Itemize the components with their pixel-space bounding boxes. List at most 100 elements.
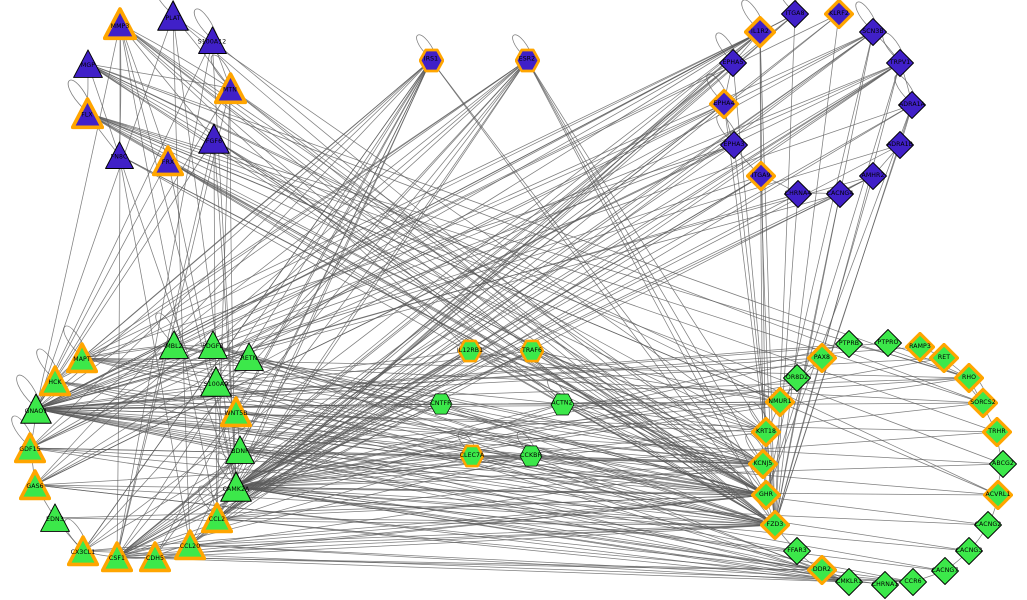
graph-node-fgf6[interactable]: FGF6 — [197, 122, 231, 156]
graph-node-ptprb[interactable]: PTPRB — [834, 329, 864, 359]
graph-node-mbl2[interactable]: MBL2 — [158, 329, 190, 361]
graph-edge — [235, 463, 1004, 488]
graph-edge — [34, 484, 776, 526]
diamond-glyph — [954, 363, 984, 393]
graph-node-acvrl1[interactable]: ACVRL1 — [983, 480, 1013, 510]
graph-node-mgp[interactable]: MGP — [72, 48, 104, 80]
graph-edge — [54, 380, 764, 465]
graph-node-gnao1[interactable]: GNAO1 — [19, 392, 53, 426]
graph-edge — [211, 39, 767, 496]
graph-node-cacng4[interactable]: CACNG4 — [825, 179, 855, 209]
graph-edge — [167, 160, 767, 496]
graph-node-actn2[interactable]: ACTN2 — [550, 392, 575, 417]
graph-node-chrna4[interactable]: CHRNA4 — [783, 179, 813, 209]
graph-node-cx3cl1[interactable]: CX3CL1 — [67, 535, 99, 567]
self-loop-edge — [67, 79, 93, 110]
graph-edge — [774, 193, 841, 526]
graph-node-edn3[interactable]: EDN3 — [39, 502, 71, 534]
graph-node-adra1a[interactable]: ADRA1A — [897, 90, 927, 120]
graph-edge — [212, 344, 767, 496]
graph-node-il1r2[interactable]: IL1R2 — [744, 16, 776, 48]
graph-node-plat[interactable]: PLAT — [156, 0, 190, 33]
self-loop-edge — [16, 374, 42, 406]
graph-node-ddr2[interactable]: DDR2 — [807, 555, 837, 585]
graph-edge — [116, 455, 473, 558]
graph-node-ptpro[interactable]: PTPRO — [873, 328, 903, 358]
diamond-glyph — [982, 417, 1012, 447]
graph-node-retn[interactable]: RETN — [233, 341, 265, 373]
graph-edge — [561, 403, 767, 433]
graph-node-s100a9[interactable]: S100A9 — [199, 365, 233, 399]
graph-node-itga8[interactable]: ITGA8 — [780, 0, 810, 29]
graph-node-sorcs2[interactable]: SORCS2 — [968, 388, 998, 418]
graph-node-mtn[interactable]: MTN — [213, 71, 247, 105]
graph-node-trhr[interactable]: TRHR — [982, 417, 1012, 447]
graph-node-trpv1[interactable]: TRPV1 — [885, 48, 915, 78]
graph-edge — [531, 350, 781, 403]
graph-edge — [239, 449, 776, 526]
graph-node-il12rb1[interactable]: IL12RB1 — [457, 339, 483, 363]
graph-node-cacng7[interactable]: CACNG7 — [930, 556, 960, 586]
graph-node-ccl20[interactable]: CCL20 — [174, 529, 206, 561]
graph-node-itga9[interactable]: ITGA9 — [746, 161, 776, 191]
graph-edge — [248, 59, 528, 358]
self-loop-edge — [210, 54, 236, 85]
graph-node-wnt5b[interactable]: WNT5B — [220, 396, 252, 428]
graph-node-kcnj5[interactable]: KCNJ5 — [748, 449, 778, 479]
graph-node-csf1[interactable]: CSF1 — [101, 541, 133, 573]
graph-edge — [189, 524, 776, 546]
graph-node-klrf2[interactable]: KLRF2 — [824, 0, 854, 29]
graph-edge — [216, 517, 776, 526]
graph-node-gdf15[interactable]: GDF15 — [14, 432, 46, 464]
graph-edge — [759, 31, 764, 465]
graph-node-abcg2[interactable]: ABCG2 — [988, 449, 1018, 479]
graph-node-irs1[interactable]: IRS1 — [418, 48, 444, 73]
triangle-glyph — [198, 330, 228, 359]
graph-node-pdgfb[interactable]: PDGFB — [197, 329, 229, 361]
graph-edge — [34, 31, 761, 486]
graph-node-scn3b[interactable]: SCN3B — [858, 17, 888, 47]
graph-node-epha3[interactable]: EPHA3 — [719, 130, 749, 160]
graph-node-amhr2[interactable]: AMHR2 — [858, 161, 888, 191]
graph-edge — [81, 144, 735, 359]
graph-node-frx[interactable]: FRX — [152, 145, 184, 177]
graph-node-fn8c[interactable]: FN8C — [104, 140, 135, 171]
graph-node-cntfr[interactable]: CNTFR — [429, 392, 453, 416]
graph-edge — [154, 59, 528, 558]
graph-node-gas6[interactable]: GAS6 — [19, 469, 51, 501]
graph-edge — [119, 23, 533, 352]
graph-node-camk2a[interactable]: CAMK2A — [219, 470, 253, 504]
graph-node-chrna1[interactable]: CHRNA1 — [870, 570, 900, 600]
graph-edge — [86, 112, 984, 404]
graph-node-s100a12[interactable]: S100A12 — [197, 25, 228, 56]
graph-node-epha4[interactable]: EPHA4 — [709, 89, 739, 119]
self-loop-edge — [193, 8, 218, 37]
graph-node-esr2[interactable]: ESR2 — [514, 48, 540, 73]
graph-node-ghr[interactable]: GHR — [751, 480, 781, 510]
graph-node-nmur1[interactable]: NMUR1 — [765, 387, 795, 417]
graph-node-traf6[interactable]: TRAF6 — [520, 339, 544, 363]
graph-node-flx[interactable]: FLX — [70, 96, 104, 130]
graph-edge — [35, 408, 946, 572]
diamond-glyph — [807, 343, 837, 373]
graph-node-adra1b[interactable]: ADRA1B — [885, 130, 915, 160]
graph-node-cdh5[interactable]: CDH5 — [139, 541, 171, 573]
graph-node-cmklr1[interactable]: CMKLR1 — [834, 567, 864, 597]
graph-edge — [35, 104, 913, 410]
graph-node-clec7a[interactable]: CLEC7A — [460, 444, 484, 468]
graph-edge — [526, 59, 767, 496]
graph-edge — [239, 401, 781, 451]
graph-node-bdnf[interactable]: BDNF — [224, 434, 256, 466]
graph-node-mmp3[interactable]: MMP3 — [103, 7, 137, 41]
graph-edge — [235, 357, 945, 488]
graph-node-ccr6[interactable]: CCR6 — [898, 567, 928, 597]
graph-node-epha5[interactable]: EPHA5 — [718, 48, 748, 78]
graph-edge — [235, 486, 999, 496]
graph-edge — [35, 408, 764, 465]
graph-edge — [469, 350, 767, 496]
graph-node-cckbr[interactable]: CCKBR — [519, 444, 543, 468]
graph-node-krt18[interactable]: KRT18 — [751, 417, 781, 447]
graph-edge — [86, 112, 999, 496]
diamond-glyph — [886, 49, 914, 77]
